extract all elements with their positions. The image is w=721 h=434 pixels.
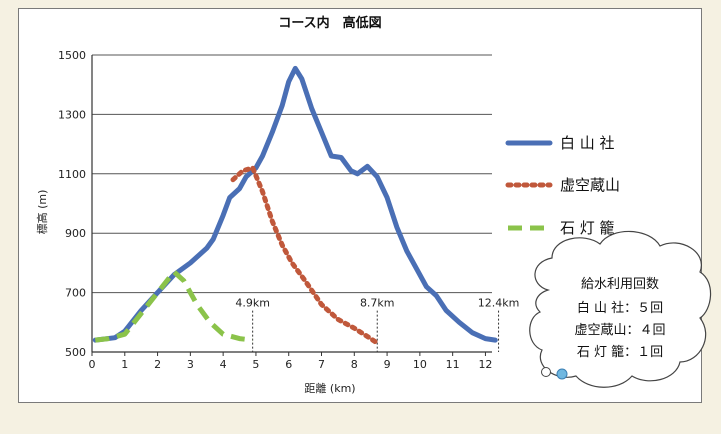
x-tick-label: 3 xyxy=(187,358,194,371)
cloud-tail-dot xyxy=(556,368,568,380)
x-tick-label: 5 xyxy=(252,358,259,371)
y-tick-label: 1500 xyxy=(58,49,86,62)
distance-marker-label: 8.7km xyxy=(360,297,395,310)
callout-title: 給水利用回数 xyxy=(581,277,659,292)
y-axis-label: 標高 (m) xyxy=(35,190,49,235)
y-tick-label: 1100 xyxy=(58,168,86,181)
x-tick-label: 9 xyxy=(384,358,391,371)
x-tick-label: 6 xyxy=(285,358,292,371)
x-tick-label: 12 xyxy=(478,358,492,371)
distance-marker-label: 12.4km xyxy=(478,297,520,310)
x-tick-label: 8 xyxy=(351,358,358,371)
series-line-2 xyxy=(95,269,253,343)
series-line-1 xyxy=(230,165,380,346)
distance-markers: 4.9km 8.7km 12.4km xyxy=(235,297,519,352)
y-ticks: 500 700 900 1100 1300 1500 xyxy=(58,49,86,359)
grid-lines xyxy=(92,54,492,294)
legend-label: 白 山 社 xyxy=(560,134,615,152)
x-tick-label: 11 xyxy=(446,358,460,371)
legend-label: 虚空蔵山 xyxy=(560,176,620,194)
callout-line-ishidoro: 石 灯 籠：１回 xyxy=(577,344,663,360)
series-lines xyxy=(92,65,498,346)
x-tick-label: 0 xyxy=(89,358,96,371)
x-ticks: 0 1 2 3 4 5 6 7 8 9 10 11 12 xyxy=(89,352,492,371)
chart-title: コース内 高低図 xyxy=(278,15,381,31)
x-tick-label: 1 xyxy=(121,358,128,371)
distance-marker-label: 4.9km xyxy=(235,297,270,310)
y-tick-label: 500 xyxy=(65,346,86,359)
series-line-0 xyxy=(92,65,498,343)
callout-line-hakusansha: 白 山 社：５回 xyxy=(577,300,663,316)
x-tick-label: 4 xyxy=(220,358,227,371)
legend-label: 石 灯 籠 xyxy=(560,219,615,237)
x-tick-label: 7 xyxy=(318,358,325,371)
callout-line-kokuzosan: 虚空蔵山：４回 xyxy=(574,323,665,338)
x-axis-label: 距離 (km) xyxy=(304,381,355,395)
water-usage-callout: 給水利用回数 白 山 社：５回 虚空蔵山：４回 石 灯 籠：１回 xyxy=(529,230,712,388)
cloud-shape xyxy=(529,230,712,388)
x-tick-label: 10 xyxy=(413,358,427,371)
cloud-tail-large xyxy=(541,367,551,377)
y-tick-label: 1300 xyxy=(58,108,86,121)
axes xyxy=(91,55,492,353)
x-tick-label: 2 xyxy=(154,358,161,371)
y-tick-label: 900 xyxy=(65,227,86,240)
y-tick-label: 700 xyxy=(65,287,86,300)
